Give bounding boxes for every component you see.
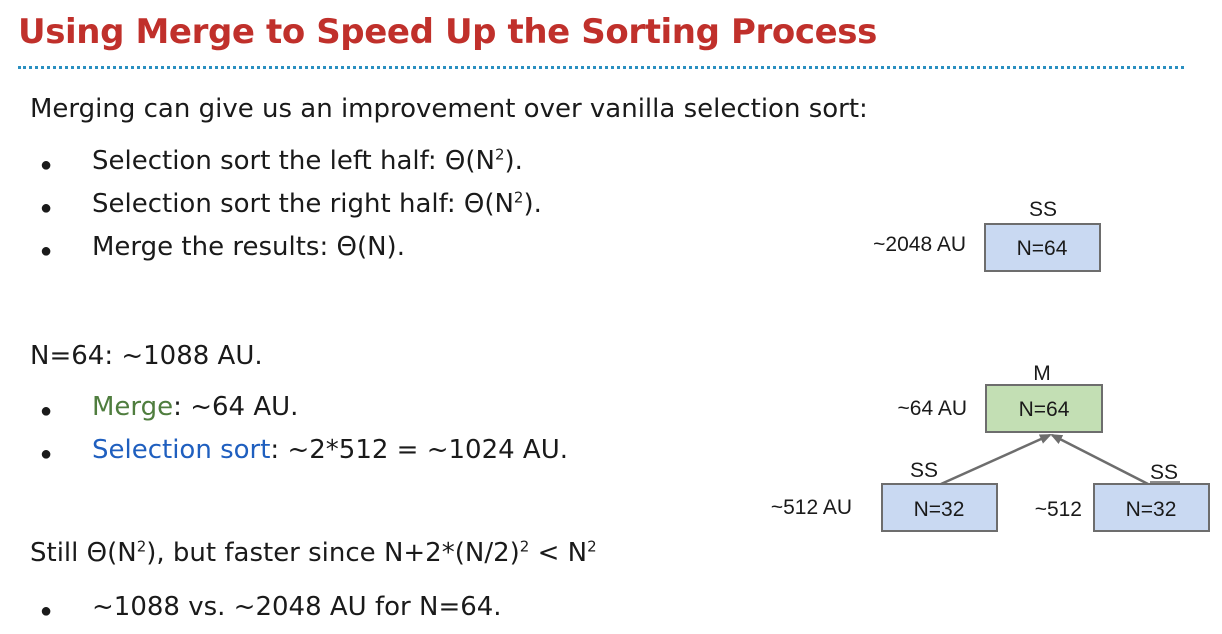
list-item-text: Merge the results: Θ(N). bbox=[92, 232, 405, 262]
list-item: Merge: ~64 AU. bbox=[92, 392, 298, 422]
still-part1: Still Θ(N bbox=[30, 538, 137, 568]
top-node-box-label: N=64 bbox=[1017, 237, 1068, 260]
superscript: 2 bbox=[494, 145, 505, 164]
list-item-text: Selection sort the left half: Θ(N bbox=[92, 146, 495, 176]
bullet-icon: ● bbox=[40, 443, 53, 465]
n64-cost-line: N=64: ~1088 AU. bbox=[30, 341, 263, 371]
left-node-box bbox=[881, 483, 998, 532]
title-divider bbox=[18, 66, 1184, 69]
merge-node-label: M bbox=[1033, 362, 1051, 385]
list-item-text: : ~2*512 = ~1024 AU. bbox=[270, 435, 569, 465]
superscript: 2 bbox=[513, 188, 524, 207]
list-item: Selection sort the left half: Θ(N2). bbox=[92, 146, 523, 176]
right-node-box-label: N=32 bbox=[1126, 498, 1177, 521]
list-item: Selection sort: ~2*512 = ~1024 AU. bbox=[92, 435, 568, 465]
bullet-icon: ● bbox=[40, 400, 53, 422]
right-node-box bbox=[1093, 483, 1210, 532]
right-node-cost: ~512 bbox=[1035, 498, 1082, 521]
list-item-text-end: ). bbox=[504, 146, 523, 176]
final-bullet: ~1088 vs. ~2048 AU for N=64. bbox=[92, 592, 502, 622]
list-item-text: Selection sort the right half: Θ(N bbox=[92, 189, 514, 219]
list-item-text: : ~64 AU. bbox=[173, 392, 299, 422]
bullet-icon: ● bbox=[40, 600, 53, 622]
left-node-label: SS bbox=[910, 459, 938, 482]
left-merge-arrow bbox=[940, 433, 1052, 486]
superscript: 2 bbox=[136, 537, 147, 556]
page-title: Using Merge to Speed Up the Sorting Proc… bbox=[18, 12, 877, 52]
merge-node-cost: ~64 AU bbox=[898, 397, 967, 420]
left-node-box-label: N=32 bbox=[914, 498, 965, 521]
still-theta-line: Still Θ(N2), but faster since N+2*(N/2)2… bbox=[30, 538, 597, 568]
bullet-icon: ● bbox=[40, 240, 53, 262]
top-node-box bbox=[984, 223, 1101, 272]
selection-sort-keyword: Selection sort bbox=[92, 435, 271, 465]
still-part3: < N bbox=[529, 538, 588, 568]
top-node-label: SS bbox=[1029, 198, 1057, 221]
list-item: Selection sort the right half: Θ(N2). bbox=[92, 189, 542, 219]
bullet-icon: ● bbox=[40, 197, 53, 219]
still-part2: ), but faster since N+2*(N/2) bbox=[146, 538, 520, 568]
right-merge-arrow bbox=[1050, 433, 1149, 486]
right-node-label: SS bbox=[1150, 461, 1178, 484]
superscript: 2 bbox=[587, 537, 597, 556]
list-item: Merge the results: Θ(N). bbox=[92, 232, 405, 262]
merge-keyword: Merge bbox=[92, 392, 174, 422]
list-item-text-end: ). bbox=[523, 189, 542, 219]
top-node-cost: ~2048 AU bbox=[873, 233, 966, 256]
left-node-cost: ~512 AU bbox=[771, 496, 852, 519]
merge-node-box-label: N=64 bbox=[1019, 398, 1070, 421]
intro-text: Merging can give us an improvement over … bbox=[30, 94, 868, 124]
bullet-icon: ● bbox=[40, 154, 53, 176]
merge-node-box bbox=[985, 384, 1103, 433]
superscript: 2 bbox=[519, 537, 530, 556]
